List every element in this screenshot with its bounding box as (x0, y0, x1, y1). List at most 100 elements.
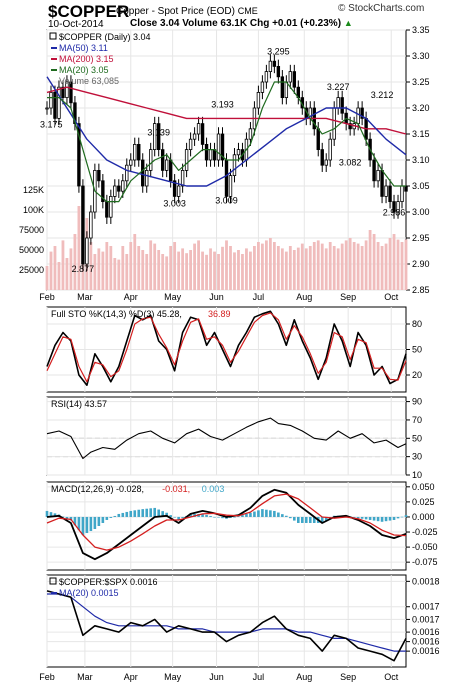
volume-bar (308, 246, 312, 290)
volume-bar (368, 230, 372, 290)
candle-body (248, 128, 253, 140)
macd-histogram-bar (392, 516, 396, 520)
volume-bar (284, 251, 288, 290)
macd-histogram-bar (364, 516, 368, 520)
month-label: Sep (340, 292, 356, 302)
macd-histogram-bar (157, 509, 160, 517)
volume-bar (61, 240, 65, 290)
month-label: Feb (39, 672, 55, 682)
price-annotation: 3.227 (327, 82, 350, 92)
volume-bar (201, 251, 204, 290)
macd-histogram-bar (352, 516, 356, 518)
candle-body (336, 97, 340, 109)
macd-histogram-bar (209, 515, 212, 517)
rsi-line (46, 417, 407, 460)
volume-bar (209, 248, 212, 290)
candle-body (216, 133, 221, 161)
volume-bar (272, 242, 276, 290)
candle-body (220, 133, 225, 161)
y-tick-label: 0.0017 (412, 614, 440, 624)
volume-bar (233, 252, 236, 290)
candle-body (372, 159, 376, 182)
candle-body (81, 185, 85, 265)
macd-histogram-bar (312, 516, 316, 523)
price-annotation: 2.877 (72, 264, 95, 274)
volume-bar (253, 246, 256, 290)
macd-histogram-bar (384, 516, 388, 522)
month-label: Jun (209, 292, 224, 302)
candle-body (49, 92, 53, 109)
macd-histogram-bar (400, 516, 404, 518)
macd-histogram-bar (141, 509, 145, 517)
candle-body (121, 180, 125, 192)
volume-bar (380, 246, 384, 290)
candle-body (208, 149, 213, 161)
y-tick-label: 10 (412, 470, 422, 480)
macd-histogram-bar (293, 516, 296, 521)
volume-bar (304, 248, 308, 290)
volume-bar (77, 206, 81, 290)
y-tick-label: 50 (412, 433, 422, 443)
volume-bar (121, 246, 125, 290)
month-label: Apr (124, 672, 138, 682)
volume-bar (257, 242, 260, 290)
month-label: Sep (340, 672, 356, 682)
candle-body (288, 71, 293, 83)
candle-body (324, 159, 328, 166)
volume-axis-label: 25000 (19, 265, 44, 275)
volume-bar (53, 246, 57, 290)
month-label: Jul (253, 292, 265, 302)
y-tick-label: 3.20 (412, 103, 430, 113)
macd-histogram-bar (233, 516, 236, 518)
candle-body (204, 143, 209, 161)
panel-frame (46, 574, 407, 668)
volume-bar (73, 234, 77, 290)
legend-label: RSI(14) 43.57 (51, 399, 107, 409)
y-tick-label: 3.25 (412, 77, 430, 87)
macd-histogram-bar (101, 516, 105, 523)
ratio-line (46, 590, 407, 662)
volume-axis-label: 100K (23, 205, 44, 215)
candle-body (180, 169, 185, 187)
macd-histogram-bar (213, 516, 216, 518)
macd-histogram-bar (300, 516, 304, 523)
macd-histogram-bar (201, 513, 204, 517)
price-stats: Close 3.04 Volume 63.1K Chg +0.01 (+0.23… (130, 18, 353, 29)
volume-bar (404, 239, 408, 290)
macd-histogram-bar (77, 516, 81, 531)
candle-body (276, 66, 281, 78)
legend-label: 36.89 (208, 309, 231, 319)
chart-symbol: $COPPER (48, 2, 130, 21)
volume-axis-label: 50000 (19, 245, 44, 255)
y-tick-label: 70 (412, 415, 422, 425)
y-tick-label: 0.0016 (412, 637, 440, 647)
ma50-line (46, 76, 407, 187)
volume-bar (340, 243, 344, 290)
candle-body (384, 185, 388, 197)
candle-body (85, 237, 89, 265)
volume-bar (93, 254, 97, 290)
volume-bar (65, 258, 69, 290)
macd-histogram-bar (356, 516, 360, 519)
y-tick-label: 2.95 (412, 233, 430, 243)
month-label: Aug (296, 292, 312, 302)
macd-histogram-bar (65, 516, 69, 519)
macd-histogram-bar (73, 516, 77, 526)
candle-body (356, 107, 360, 125)
volume-bar (316, 240, 320, 290)
candle-body (272, 60, 277, 67)
candle-body (113, 185, 117, 197)
month-label: Oct (384, 292, 399, 302)
candle-body (380, 169, 384, 197)
volume-bar (213, 251, 216, 290)
candle-body (328, 138, 332, 161)
watermark: © StockCharts.com (338, 3, 425, 14)
y-tick-label: 80 (412, 319, 422, 329)
macd-histogram-bar (237, 516, 240, 517)
volume-bar (101, 251, 105, 290)
volume-bar (193, 243, 196, 290)
macd-histogram-bar (45, 510, 49, 517)
volume-bar (153, 243, 157, 290)
volume-bar (268, 238, 272, 290)
volume-bar (145, 254, 149, 290)
